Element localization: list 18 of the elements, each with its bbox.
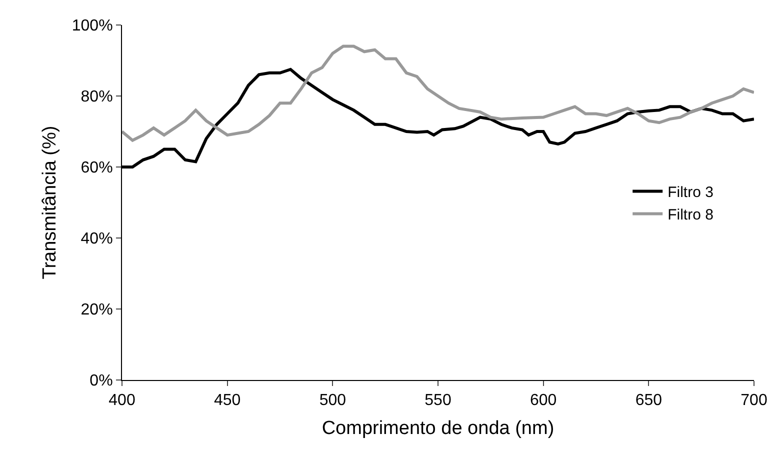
- y-tick-label: 40%: [80, 230, 113, 248]
- legend-label: Filtro 8: [668, 206, 714, 224]
- x-tick-label: 550: [424, 392, 452, 410]
- y-tick-label: 100%: [72, 18, 113, 35]
- y-tick-label: 0%: [90, 372, 113, 390]
- x-tick-label: 700: [740, 392, 768, 410]
- legend-label: Filtro 3: [668, 184, 714, 202]
- y-axis-title: Transmitância (%): [40, 126, 61, 280]
- x-tick-label: 450: [214, 392, 241, 410]
- x-tick-label: 650: [635, 392, 662, 410]
- y-tick-label: 20%: [80, 302, 113, 319]
- x-axis-title: Comprimento de onda (nm): [322, 418, 554, 439]
- x-tick-label: 600: [530, 392, 557, 410]
- y-tick-label: 80%: [80, 88, 113, 106]
- line-series: [122, 44, 754, 142]
- y-tick-label: 60%: [80, 160, 113, 177]
- x-tick-label: 400: [108, 392, 136, 410]
- x-tick-label: 500: [319, 392, 346, 410]
